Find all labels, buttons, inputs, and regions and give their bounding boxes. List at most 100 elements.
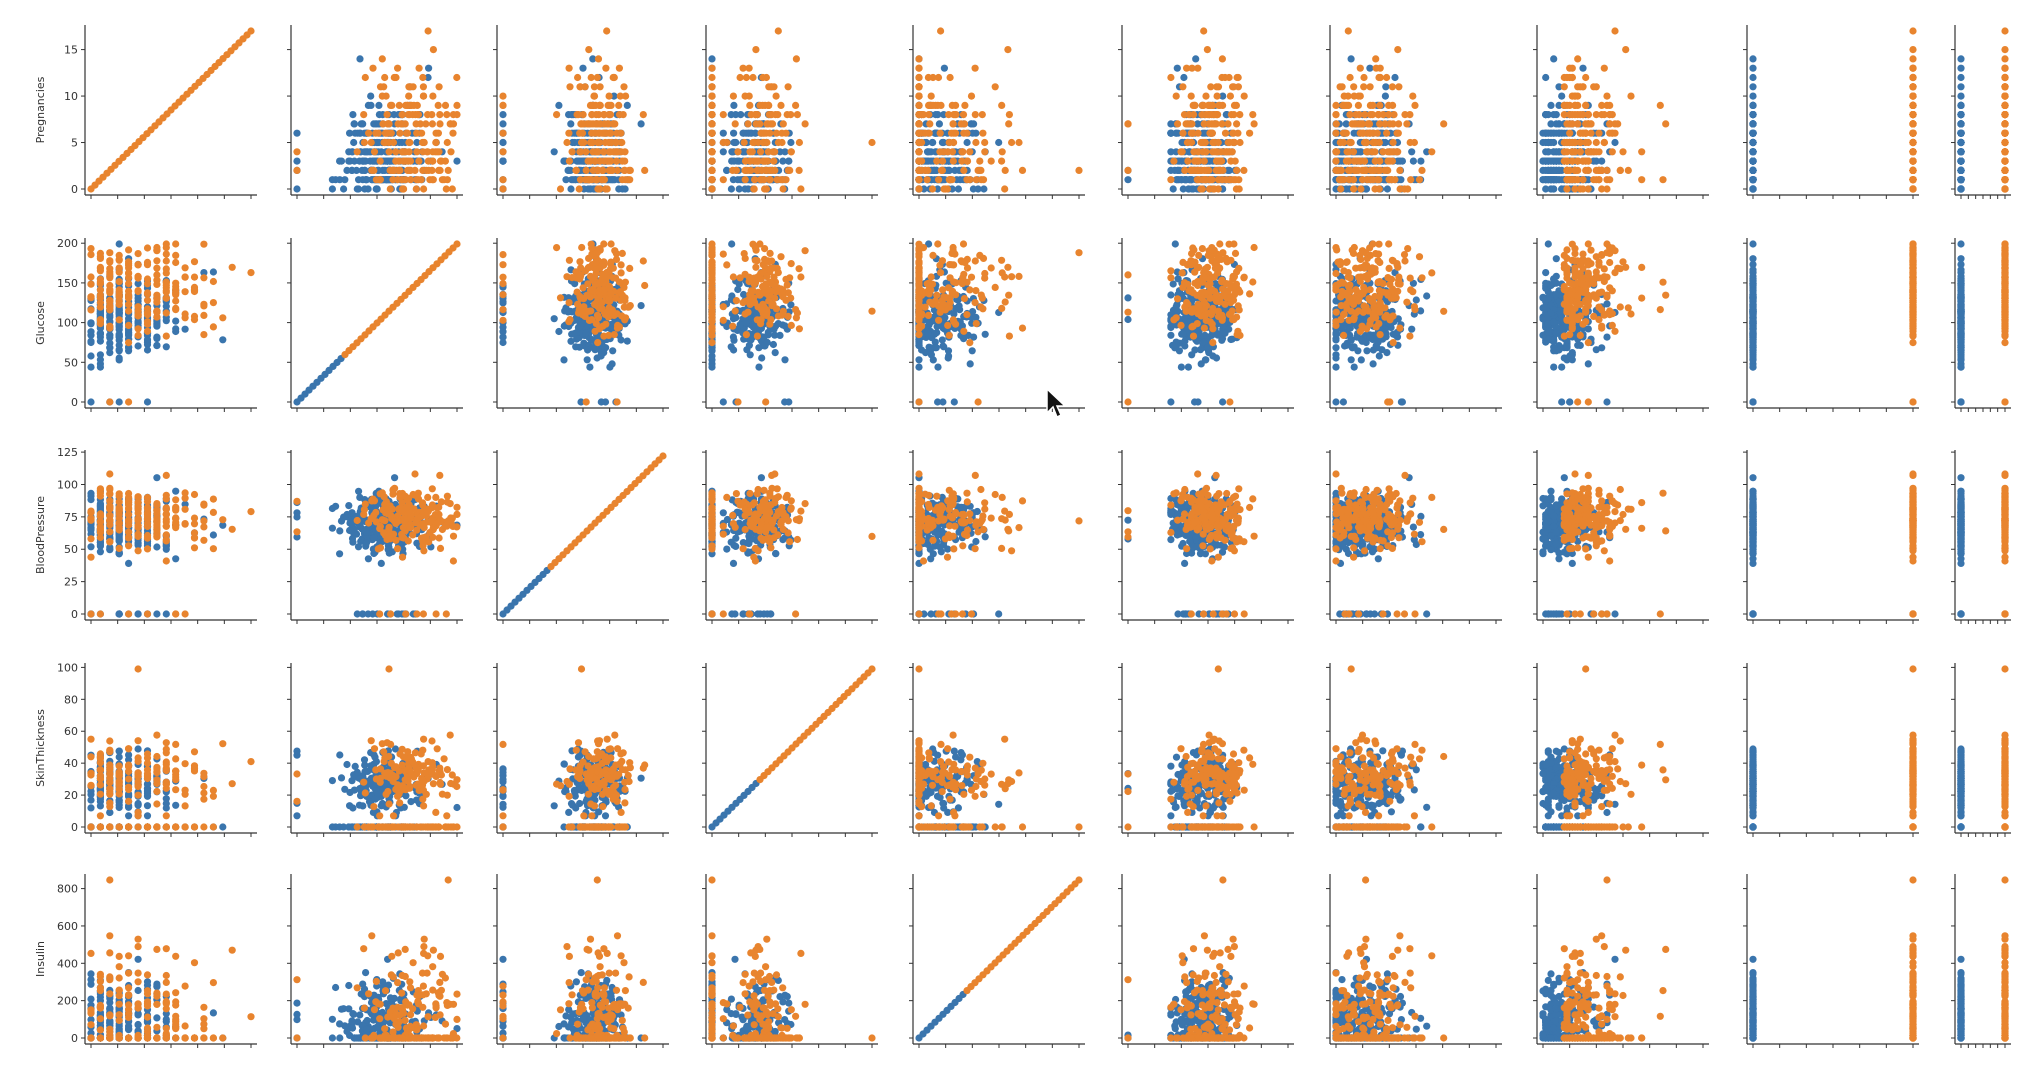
point-outcome-1 — [1360, 83, 1368, 91]
point-outcome-1 — [172, 306, 180, 314]
point-outcome-1 — [369, 64, 377, 72]
point-outcome-1 — [394, 64, 402, 72]
point-outcome-1 — [96, 264, 104, 272]
point-outcome-1 — [143, 296, 152, 304]
point-outcome-1 — [967, 92, 976, 100]
point-outcome-1 — [419, 73, 427, 82]
point-outcome-1 — [1344, 157, 1352, 165]
point-outcome-1 — [1366, 129, 1374, 137]
point-outcome-1 — [915, 185, 923, 193]
point-outcome-1 — [1614, 120, 1622, 128]
point-outcome-1 — [1213, 148, 1221, 156]
point-outcome-1 — [1249, 111, 1257, 119]
point-outcome-1 — [1338, 83, 1346, 91]
y-tick-label: 50 — [64, 356, 78, 369]
point-outcome-0 — [1749, 129, 1757, 137]
point-outcome-1 — [615, 111, 624, 119]
point-outcome-0 — [727, 185, 736, 193]
point-outcome-1 — [952, 101, 960, 109]
point-outcome-1 — [1584, 185, 1592, 193]
point-outcome-0 — [741, 185, 749, 193]
point-outcome-1 — [1218, 55, 1226, 63]
point-outcome-1 — [1383, 129, 1391, 137]
point-outcome-1 — [581, 83, 589, 91]
point-outcome-1 — [1386, 157, 1394, 165]
point-outcome-0 — [1539, 166, 1547, 174]
point-outcome-1 — [409, 111, 417, 119]
point-outcome-1 — [162, 240, 170, 248]
point-outcome-0 — [1173, 64, 1181, 72]
point-outcome-1 — [2001, 101, 2009, 109]
point-outcome-1 — [1363, 148, 1371, 156]
point-outcome-0 — [1957, 166, 1965, 174]
point-outcome-1 — [945, 111, 953, 119]
point-outcome-1 — [1608, 129, 1616, 137]
point-outcome-1 — [447, 120, 455, 128]
point-outcome-1 — [1389, 101, 1397, 109]
point-outcome-1 — [787, 148, 795, 156]
point-outcome-1 — [453, 73, 461, 82]
point-outcome-0 — [929, 138, 937, 147]
point-outcome-0 — [293, 185, 301, 193]
point-outcome-1 — [1345, 148, 1353, 156]
point-outcome-0 — [153, 322, 161, 330]
point-outcome-1 — [1200, 157, 1208, 165]
point-outcome-1 — [134, 250, 142, 258]
point-outcome-1 — [971, 64, 979, 72]
point-outcome-0 — [623, 337, 631, 345]
point-outcome-1 — [1179, 83, 1187, 91]
point-outcome-1 — [1603, 92, 1611, 100]
point-outcome-0 — [1957, 92, 1965, 100]
point-outcome-1 — [200, 302, 208, 310]
point-outcome-1 — [429, 46, 437, 54]
point-outcome-1 — [719, 176, 727, 184]
point-outcome-1 — [1357, 185, 1365, 193]
point-outcome-1 — [1187, 92, 1195, 100]
point-outcome-1 — [795, 166, 803, 174]
point-outcome-1 — [1337, 185, 1345, 193]
point-outcome-1 — [1366, 101, 1374, 109]
point-outcome-1 — [440, 176, 448, 184]
point-outcome-1 — [1346, 73, 1354, 82]
point-outcome-1 — [443, 138, 451, 147]
point-outcome-1 — [432, 138, 440, 147]
point-outcome-1 — [1587, 120, 1595, 128]
point-outcome-0 — [1749, 120, 1757, 128]
point-outcome-1 — [2001, 185, 2009, 193]
point-outcome-0 — [1383, 185, 1391, 193]
point-outcome-1 — [2001, 120, 2009, 128]
point-outcome-0 — [162, 343, 170, 351]
point-outcome-1 — [1233, 120, 1241, 128]
point-outcome-1 — [1203, 46, 1211, 54]
point-outcome-0 — [87, 352, 95, 360]
point-outcome-1 — [200, 331, 208, 339]
point-outcome-1 — [762, 138, 771, 147]
point-outcome-0 — [567, 337, 575, 345]
point-outcome-1 — [608, 166, 617, 174]
point-outcome-1 — [1004, 46, 1012, 54]
point-outcome-0 — [995, 138, 1003, 147]
point-outcome-1 — [797, 185, 805, 193]
point-outcome-1 — [961, 101, 969, 109]
point-outcome-1 — [1360, 157, 1368, 165]
point-outcome-1 — [1184, 120, 1192, 128]
point-outcome-1 — [1018, 166, 1027, 174]
point-outcome-1 — [778, 129, 786, 137]
point-outcome-1 — [934, 73, 943, 82]
point-outcome-1 — [162, 294, 170, 302]
point-outcome-1 — [595, 185, 603, 193]
point-outcome-1 — [181, 264, 189, 272]
panel-pregnancies-vs-glucose — [287, 25, 463, 199]
point-outcome-1 — [209, 277, 217, 286]
point-outcome-1 — [1371, 157, 1379, 165]
point-outcome-1 — [1360, 73, 1368, 82]
point-outcome-1 — [590, 92, 599, 100]
point-outcome-1 — [106, 286, 114, 294]
point-outcome-1 — [1595, 148, 1603, 156]
point-outcome-0 — [336, 157, 344, 165]
point-outcome-1 — [600, 148, 608, 156]
point-outcome-1 — [593, 138, 602, 147]
point-outcome-1 — [396, 129, 404, 137]
panel-pregnancies-vs-diabetespedigreefunction — [1326, 25, 1502, 199]
